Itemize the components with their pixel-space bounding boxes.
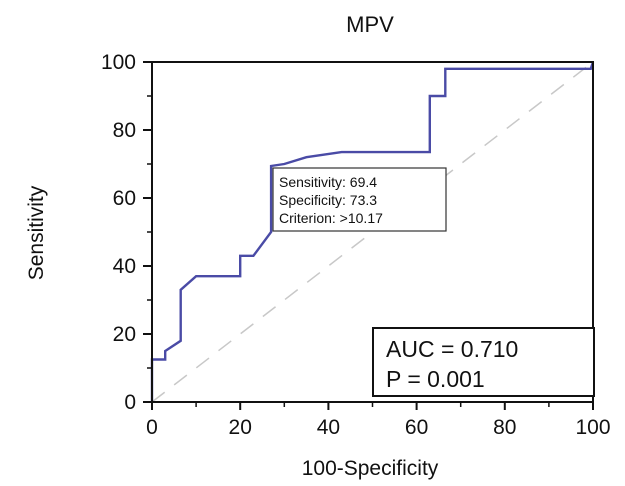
x-axis-ticks: 0 20 40 60 80 100: [146, 402, 611, 439]
x-tick-label: 100: [575, 416, 610, 439]
p-value: P = 0.001: [386, 366, 485, 392]
y-tick-label: 100: [101, 51, 136, 74]
roc-curve-line: [150, 61, 595, 402]
stats-box-frame: [372, 327, 595, 397]
x-tick-label: 80: [493, 416, 516, 439]
reference-diagonal-line: [151, 61, 594, 403]
x-tick-label: 0: [146, 416, 158, 439]
x-tick-label: 20: [229, 416, 252, 439]
curve-layer: [150, 61, 595, 402]
auc-value: AUC = 0.710: [386, 336, 518, 362]
annotation-line-sensitivity: Sensitivity: 69.4: [279, 174, 377, 190]
chart-title: MPV: [346, 12, 394, 37]
y-tick-label: 0: [124, 391, 136, 414]
x-tick-label: 60: [405, 416, 428, 439]
stats-box: AUC = 0.710 P = 0.001: [372, 327, 595, 397]
y-axis-label: Sensitivity: [25, 185, 48, 280]
criterion-annotation: Sensitivity: 69.4 Specificity: 73.3 Crit…: [272, 167, 447, 232]
x-tick-label: 40: [317, 416, 340, 439]
y-tick-label: 60: [113, 187, 136, 210]
annotation-line-specificity: Specificity: 73.3: [279, 192, 377, 208]
y-axis-ticks: 0 20 40 60 80 100: [101, 51, 152, 414]
y-tick-label: 40: [113, 255, 136, 278]
annotation-line-criterion: Criterion: >10.17: [279, 210, 383, 226]
annotation-box: [272, 167, 447, 232]
y-tick-label: 20: [113, 323, 136, 346]
reference-layer: [151, 61, 594, 403]
x-axis-label: 100-Specificity: [302, 457, 439, 480]
y-tick-label: 80: [113, 119, 136, 142]
